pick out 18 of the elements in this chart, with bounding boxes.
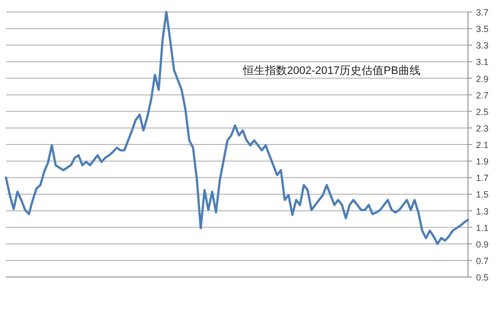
ytick: 0.9 bbox=[476, 239, 489, 250]
ytick: 1.7 bbox=[476, 173, 489, 184]
ytick: 3.1 bbox=[476, 57, 489, 68]
ytick: 2.1 bbox=[476, 140, 489, 150]
ytick: 1.3 bbox=[476, 206, 489, 216]
ytick: 1.1 bbox=[476, 222, 489, 233]
title: 恒生指数2002-2017历史估值PB曲线 bbox=[243, 65, 420, 77]
ytick: 3.7 bbox=[476, 8, 489, 18]
ytick: 2.3 bbox=[476, 123, 489, 134]
ytick: 1.9 bbox=[476, 156, 489, 167]
ytick: 2.5 bbox=[476, 106, 489, 117]
ytick: 3.3 bbox=[476, 40, 489, 51]
ytick: 0.7 bbox=[476, 256, 489, 266]
ytick: 2.7 bbox=[476, 90, 489, 100]
ytick: 0.5 bbox=[476, 272, 489, 282]
ytick: 3.5 bbox=[476, 24, 489, 34]
ytick: 2.9 bbox=[476, 74, 489, 84]
ytick: 1.5 bbox=[476, 190, 489, 200]
